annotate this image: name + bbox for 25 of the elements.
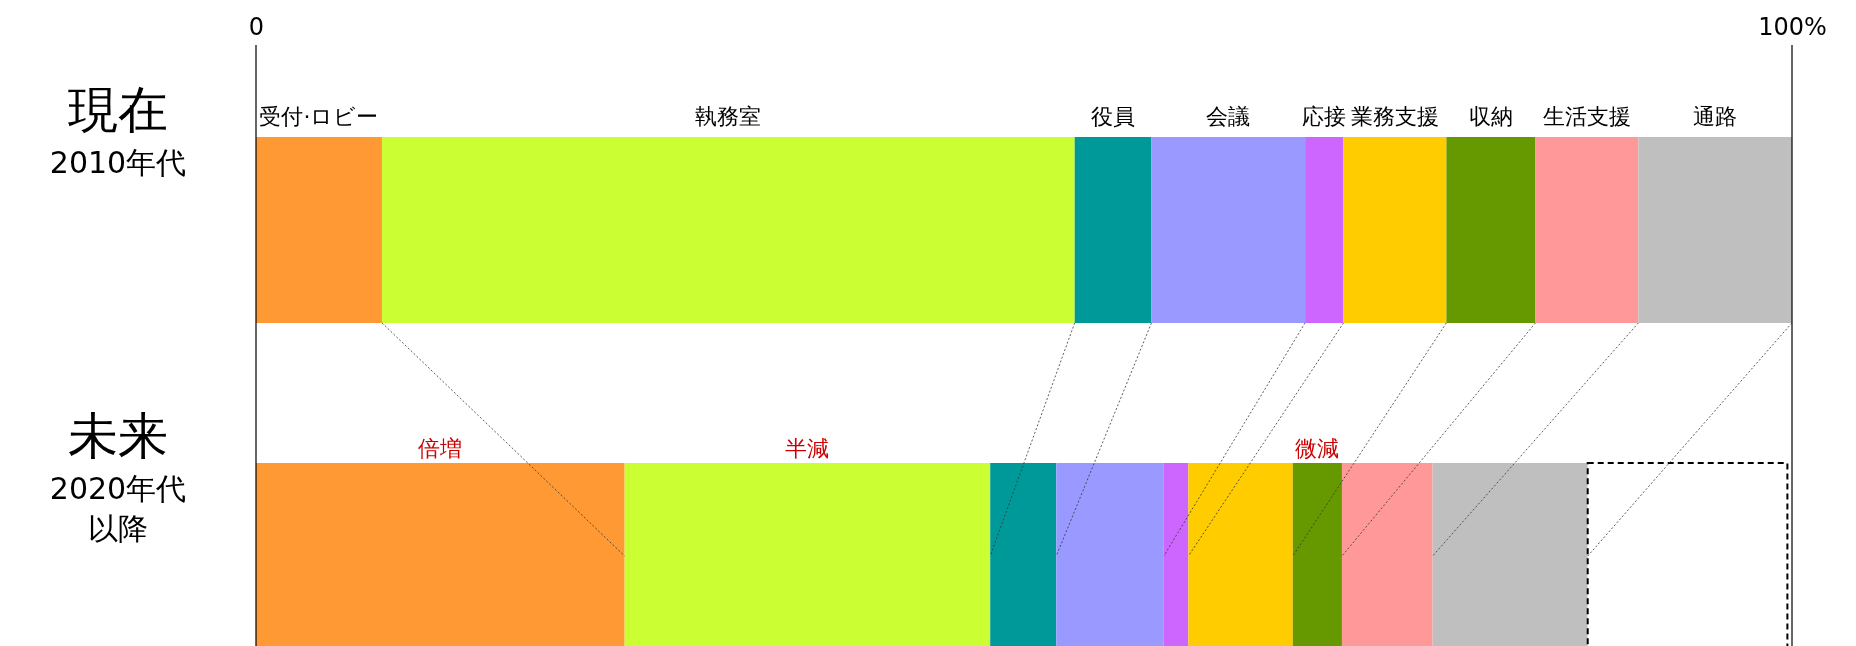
bar [1638,136,1792,323]
data-label: 倍増 [418,436,463,462]
series-label: 収納 [1468,103,1513,129]
bar [1535,136,1639,323]
series-label: 受付·ロビー [259,103,379,129]
series-label: 生活支援 [1542,103,1631,129]
y-tick-label: 未来 2020年代以降 [49,407,187,547]
series-label: 通路 [1693,103,1738,129]
series-label: 会議 [1206,103,1251,129]
y-tick-label: 現在 2010年代 [49,80,187,180]
series-label: 執務室 [695,103,762,129]
data-label: 半減 [785,436,830,462]
bar [1074,136,1152,323]
series-label: 業務支援 [1350,103,1439,129]
bar [1343,136,1447,323]
data-label: 微減 [1295,436,1340,462]
bar [1305,136,1344,323]
bar [381,136,1075,323]
x-tick-label: 0 [248,12,265,41]
x-tick-label: 100% [1758,12,1827,41]
bar [1151,136,1306,323]
series-label: 役員 [1091,103,1136,129]
bar [256,136,382,323]
bar [1446,136,1536,323]
series-label: 応接 [1302,103,1347,129]
